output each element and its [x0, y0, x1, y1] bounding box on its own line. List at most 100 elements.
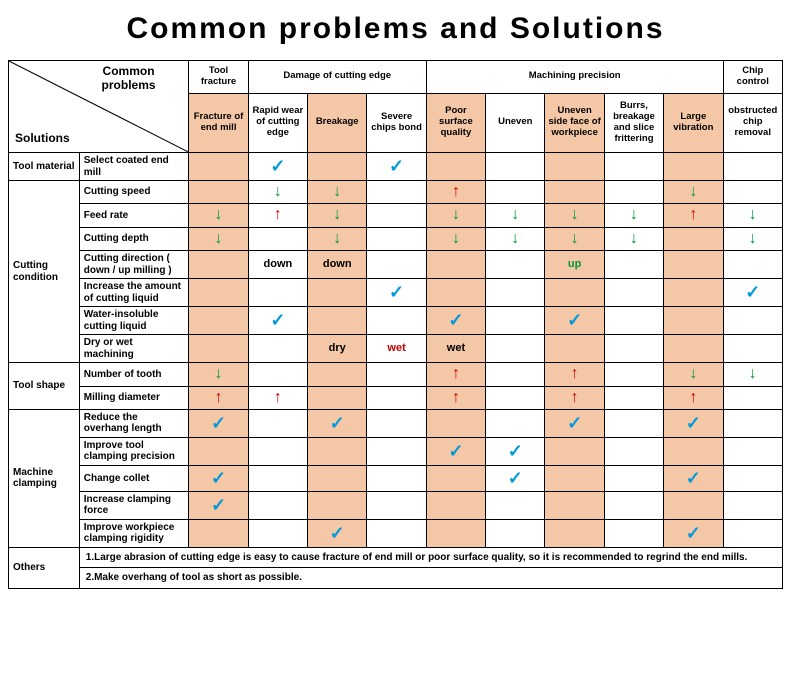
check-icon: ✓	[330, 523, 345, 543]
group-tool-fracture: Tool fracture	[189, 61, 248, 94]
arrow-down-icon: ↓	[333, 183, 341, 200]
arrow-up-icon: ↑	[274, 206, 282, 223]
row-r8: Dry or wet machining	[79, 335, 189, 363]
arrow-down-icon: ↓	[452, 206, 460, 223]
note-1: 1.Large abrasion of cutting edge is easy…	[79, 547, 782, 568]
arrow-down-icon: ↓	[511, 230, 519, 247]
row-r15: Improve workpiece clamping rigidity	[79, 519, 189, 547]
check-icon: ✓	[270, 156, 285, 176]
cat-tool-material: Tool material	[9, 153, 80, 181]
table-row: Water-insoluble cutting liquid ✓ ✓ ✓	[9, 307, 783, 335]
arrow-up-icon: ↑	[452, 389, 460, 406]
table-row: Tool shape Number of tooth ↓ ↑ ↑ ↓ ↓	[9, 363, 783, 386]
table-row: Improve tool clamping precision ✓ ✓	[9, 437, 783, 465]
row-r1: Select coated end mill	[79, 153, 189, 181]
row-r3: Feed rate	[79, 204, 189, 227]
check-icon: ✓	[508, 468, 523, 488]
row-r5: Cutting direction ( down / up milling )	[79, 251, 189, 279]
col-c2: Rapid wear of cutting edge	[248, 93, 307, 152]
row-r9: Number of tooth	[79, 363, 189, 386]
arrow-down-icon: ↓	[571, 206, 579, 223]
arrow-up-icon: ↑	[571, 389, 579, 406]
arrow-down-icon: ↓	[630, 230, 638, 247]
row-r11: Reduce the overhang length	[79, 409, 189, 437]
arrow-up-icon: ↑	[274, 389, 282, 406]
check-icon: ✓	[211, 413, 226, 433]
arrow-up-icon: ↑	[571, 365, 579, 382]
table-row: Increase clamping force ✓	[9, 491, 783, 519]
row-r2: Cutting speed	[79, 181, 189, 204]
arrow-up-icon: ↑	[689, 389, 697, 406]
corner-diag: Common problems Solutions	[9, 61, 189, 153]
check-icon: ✓	[686, 413, 701, 433]
arrow-up-icon: ↑	[452, 183, 460, 200]
page-title: Common problems and Solutions	[8, 12, 783, 46]
row-r13: Change collet	[79, 465, 189, 491]
table-row: 2.Make overhang of tool as short as poss…	[9, 568, 783, 589]
table-row: Increase the amount of cutting liquid ✓ …	[9, 279, 783, 307]
check-icon: ✓	[448, 310, 463, 330]
group-precision: Machining precision	[426, 61, 723, 94]
diag-top: Common problems	[75, 65, 183, 93]
table-row: Feed rate ↓ ↑ ↓ ↓ ↓ ↓ ↓ ↑ ↓	[9, 204, 783, 227]
arrow-down-icon: ↓	[749, 230, 757, 247]
col-c10: obstructed chip removal	[723, 93, 782, 152]
arrow-down-icon: ↓	[511, 206, 519, 223]
row-r10: Milling diameter	[79, 386, 189, 409]
cat-others: Others	[9, 547, 80, 588]
text-up: up	[568, 258, 581, 270]
row-r12: Improve tool clamping precision	[79, 437, 189, 465]
table-row: Cutting direction ( down / up milling ) …	[9, 251, 783, 279]
row-r14: Increase clamping force	[79, 491, 189, 519]
col-c8: Burrs, breakage and slice frittering	[604, 93, 663, 152]
col-c7: Uneven side face of workpiece	[545, 93, 604, 152]
check-icon: ✓	[686, 523, 701, 543]
group-damage: Damage of cutting edge	[248, 61, 426, 94]
check-icon: ✓	[567, 310, 582, 330]
check-icon: ✓	[389, 282, 404, 302]
note-2: 2.Make overhang of tool as short as poss…	[79, 568, 782, 589]
arrow-down-icon: ↓	[333, 206, 341, 223]
arrow-up-icon: ↑	[689, 206, 697, 223]
col-c3: Breakage	[308, 93, 367, 152]
table-row: Tool material Select coated end mill ✓ ✓	[9, 153, 783, 181]
check-icon: ✓	[270, 310, 285, 330]
arrow-down-icon: ↓	[689, 183, 697, 200]
cat-machine-clamping: Machine clamping	[9, 409, 80, 547]
arrow-up-icon: ↑	[215, 389, 223, 406]
check-icon: ✓	[686, 468, 701, 488]
table-row: Change collet ✓ ✓ ✓	[9, 465, 783, 491]
check-icon: ✓	[567, 413, 582, 433]
table-row: Milling diameter ↑ ↑ ↑ ↑ ↑	[9, 386, 783, 409]
check-icon: ✓	[211, 468, 226, 488]
arrow-down-icon: ↓	[452, 230, 460, 247]
arrow-down-icon: ↓	[689, 365, 697, 382]
check-icon: ✓	[389, 156, 404, 176]
arrow-down-icon: ↓	[215, 365, 223, 382]
text-dry: dry	[329, 342, 346, 354]
arrow-down-icon: ↓	[274, 183, 282, 200]
arrow-down-icon: ↓	[630, 206, 638, 223]
arrow-down-icon: ↓	[215, 206, 223, 223]
check-icon: ✓	[508, 441, 523, 461]
cat-cutting-condition: Cutting condition	[9, 181, 80, 363]
arrow-down-icon: ↓	[215, 230, 223, 247]
table-row: Cutting depth ↓ ↓ ↓ ↓ ↓ ↓ ↓	[9, 227, 783, 250]
table-row: Others 1.Large abrasion of cutting edge …	[9, 547, 783, 568]
check-icon: ✓	[448, 441, 463, 461]
group-chip: Chip control	[723, 61, 782, 94]
arrow-down-icon: ↓	[749, 206, 757, 223]
col-c5: Poor surface quality	[426, 93, 485, 152]
cat-tool-shape: Tool shape	[9, 363, 80, 410]
table-row: Dry or wet machining dry wet wet	[9, 335, 783, 363]
col-c4: Severe chips bond	[367, 93, 426, 152]
check-icon: ✓	[211, 495, 226, 515]
arrow-down-icon: ↓	[571, 230, 579, 247]
check-icon: ✓	[330, 413, 345, 433]
text-down: down	[264, 258, 293, 270]
table-row: Machine clamping Reduce the overhang len…	[9, 409, 783, 437]
row-r4: Cutting depth	[79, 227, 189, 250]
row-r7: Water-insoluble cutting liquid	[79, 307, 189, 335]
table-row: Improve workpiece clamping rigidity ✓ ✓	[9, 519, 783, 547]
row-r6: Increase the amount of cutting liquid	[79, 279, 189, 307]
